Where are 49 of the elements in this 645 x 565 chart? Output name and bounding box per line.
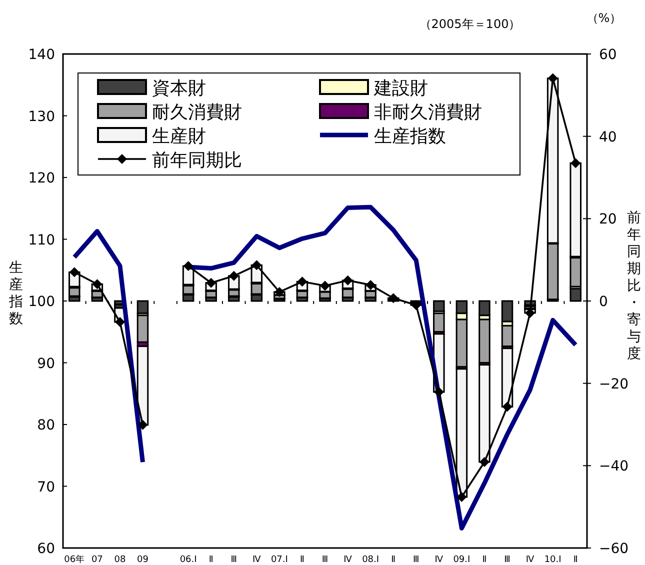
legend-label: 建設財 [373, 78, 428, 99]
x-tick-label: 07 [91, 555, 103, 565]
x-tick-label: Ⅳ [434, 555, 444, 565]
x-tick-label: Ⅳ [252, 555, 262, 565]
y2-tick-label: −60 [599, 541, 629, 557]
y-tick-label: 100 [28, 294, 55, 310]
x-tick-label: 07.Ⅰ [270, 555, 288, 565]
text: （2005年＝100） [419, 17, 521, 31]
y2-tick-label: −40 [599, 458, 629, 475]
x-tick-label: 09.Ⅰ [453, 555, 470, 565]
y-axis-title: 生産指数 [8, 260, 23, 327]
x-tick-label: Ⅲ [230, 555, 237, 565]
y-tick-label: 60 [37, 541, 55, 557]
text: （%） [586, 11, 622, 25]
x-tick-label: Ⅲ [413, 555, 420, 565]
legend-label: 資本財 [152, 78, 206, 99]
x-tick-label: Ⅳ [344, 555, 353, 565]
legend-label: 前年同期比 [152, 150, 242, 171]
x-tick-label: 08 [114, 555, 126, 565]
x-tick-label: Ⅲ [504, 555, 510, 565]
x-tick-label: 09 [137, 555, 149, 565]
x-tick-label: 06年 [64, 554, 85, 565]
y-tick-label: 90 [37, 356, 55, 372]
y-tick-label: 70 [37, 479, 55, 496]
y-tick-label: 110 [28, 232, 55, 248]
x-tick-label: Ⅱ [300, 555, 304, 565]
x-tick-label: Ⅱ [573, 555, 578, 565]
y-tick-label: 80 [37, 418, 55, 434]
x-tick-label: Ⅱ [391, 555, 396, 565]
y2-tick-label: 40 [599, 129, 617, 146]
text: 前年同期比・寄与度 [627, 210, 641, 362]
y-tick-label: 140 [28, 47, 55, 63]
y-tick-label: 120 [28, 170, 55, 186]
y2-tick-label: 20 [599, 212, 617, 228]
x-tick-label: Ⅲ [322, 555, 328, 565]
x-tick-label: 06.Ⅰ [180, 555, 197, 565]
legend-label: 非耐久消費財 [374, 102, 482, 123]
x-tick-label: Ⅱ [208, 555, 214, 565]
y2-tick-label: 0 [599, 294, 608, 310]
y-tick-label: 130 [28, 108, 55, 125]
legend-label: 生産財 [152, 126, 206, 147]
y2-tick-label: −20 [599, 376, 629, 392]
x-tick-label: 10.Ⅰ [544, 555, 562, 565]
x-tick-label: Ⅳ [526, 555, 535, 565]
x-tick-label: 08.Ⅰ [362, 555, 380, 565]
legend-label: 生産指数 [374, 126, 446, 147]
legend-label: 耐久消費財 [152, 102, 242, 123]
y2-tick-label: 60 [599, 47, 617, 63]
x-tick-label: Ⅱ [482, 555, 487, 565]
